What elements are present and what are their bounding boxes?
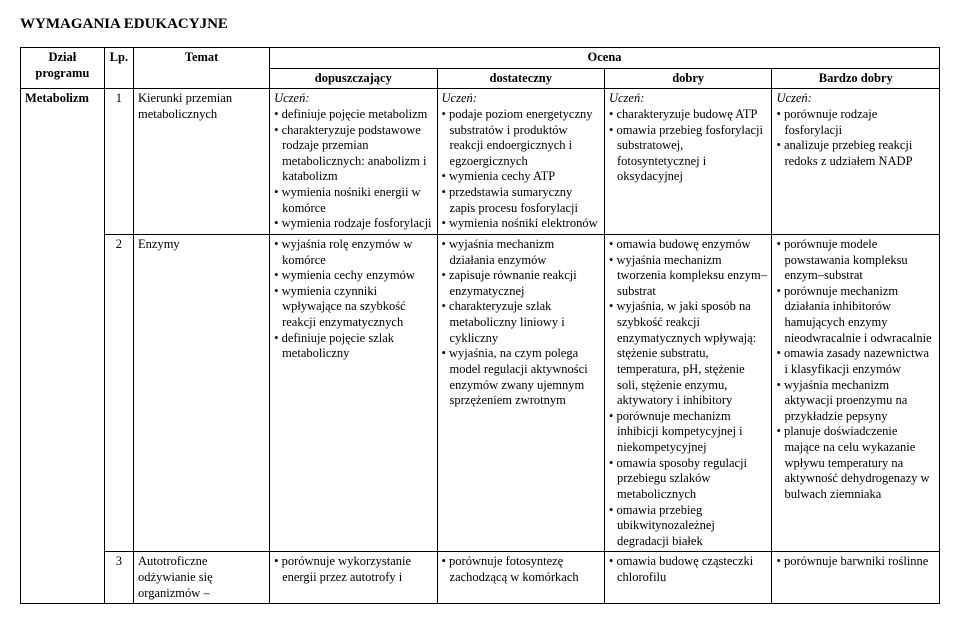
bullet-item: • wymienia czynniki wpływające na szybko… xyxy=(274,284,432,331)
bullet-item: • porównuje mechanizm działania inhibito… xyxy=(776,284,935,347)
bullet-item: • wyjaśnia, na czym polega model regulac… xyxy=(442,346,600,409)
grade-cell-bdb: • porównuje barwniki roślinne xyxy=(772,552,940,604)
uczen-label: Uczeń: xyxy=(274,91,309,105)
bullet-list: • wyjaśnia rolę enzymów w komórce• wymie… xyxy=(274,237,432,362)
bullet-item: • wymienia cechy ATP xyxy=(442,169,600,185)
bullet-item: • podaje poziom energetyczny substratów … xyxy=(442,107,600,170)
bullet-item: • porównuje rodzaje fosforylacji xyxy=(776,107,935,138)
grade-cell-dst: • porównuje fotosyntezę zachodzącą w kom… xyxy=(437,552,604,604)
bullet-item: • przedstawia sumaryczny zapis procesu f… xyxy=(442,185,600,216)
temat-cell: Autotroficzne odżywianie się organizmów … xyxy=(134,552,270,604)
bullet-item: • wymienia rodzaje fosforylacji xyxy=(274,216,432,232)
bullet-item: • charakteryzuje podstawowe rodzaje prze… xyxy=(274,123,432,186)
grade-cell-dop: • wyjaśnia rolę enzymów w komórce• wymie… xyxy=(270,234,437,552)
header-dzial: Dział programu xyxy=(21,48,105,89)
grade-cell-bdb: Uczeń: • porównuje rodzaje fosforylacji•… xyxy=(772,89,940,235)
header-row-1: Dział programu Lp. Temat Ocena xyxy=(21,48,940,69)
bullet-item: • omawia sposoby regulacji przebiegu szl… xyxy=(609,456,767,503)
lp-cell: 1 xyxy=(104,89,133,235)
grade-cell-dst: Uczeń: • podaje poziom energetyczny subs… xyxy=(437,89,604,235)
header-ocena: Ocena xyxy=(270,48,940,69)
table-row: 2 Enzymy • wyjaśnia rolę enzymów w komór… xyxy=(21,234,940,552)
grade-cell-dob: • omawia budowę cząsteczki chlorofilu xyxy=(604,552,771,604)
bullet-item: • analizuje przebieg reakcji redoks z ud… xyxy=(776,138,935,169)
header-bdb: Bardzo dobry xyxy=(772,68,940,89)
requirements-table: Dział programu Lp. Temat Ocena dopuszcza… xyxy=(20,47,940,604)
bullet-item: • wyjaśnia rolę enzymów w komórce xyxy=(274,237,432,268)
grade-cell-dst: • wyjaśnia mechanizm działania enzymów• … xyxy=(437,234,604,552)
header-dop: dopuszczający xyxy=(270,68,437,89)
bullet-item: • omawia budowę enzymów xyxy=(609,237,767,253)
bullet-item: • wyjaśnia mechanizm działania enzymów xyxy=(442,237,600,268)
temat-cell: Enzymy xyxy=(134,234,270,552)
bullet-item: • porównuje modele powstawania kompleksu… xyxy=(776,237,935,284)
bullet-item: • wymienia cechy enzymów xyxy=(274,268,432,284)
bullet-list: • wyjaśnia mechanizm działania enzymów• … xyxy=(442,237,600,409)
temat-cell: Kierunki przemian metabolicznych xyxy=(134,89,270,235)
bullet-item: • wymienia nośniki elektronów xyxy=(442,216,600,232)
dzial-cell: Metabolizm xyxy=(21,89,105,604)
uczen-label: Uczeń: xyxy=(776,91,811,105)
header-dst: dostateczny xyxy=(437,68,604,89)
table-row: 3 Autotroficzne odżywianie się organizmó… xyxy=(21,552,940,604)
bullet-item: • planuje doświadczenie mające na celu w… xyxy=(776,424,935,502)
header-temat: Temat xyxy=(134,48,270,89)
bullet-list: • porównuje rodzaje fosforylacji• analiz… xyxy=(776,107,935,170)
lp-cell: 2 xyxy=(104,234,133,552)
bullet-item: • definiuje pojęcie szlak metaboliczny xyxy=(274,331,432,362)
grade-cell-dob: • omawia budowę enzymów• wyjaśnia mechan… xyxy=(604,234,771,552)
bullet-item: • omawia przebieg ubikwitynozależnej deg… xyxy=(609,503,767,550)
bullet-item: • charakteryzuje szlak metaboliczny lini… xyxy=(442,299,600,346)
grade-cell-dop: • porównuje wykorzystanie energii przez … xyxy=(270,552,437,604)
bullet-item: • omawia przebieg fosforylacji substrato… xyxy=(609,123,767,186)
bullet-list: • definiuje pojęcie metabolizm• charakte… xyxy=(274,107,432,232)
bullet-list: • porównuje modele powstawania kompleksu… xyxy=(776,237,935,503)
bullet-item: • charakteryzuje budowę ATP xyxy=(609,107,767,123)
bullet-item: • wyjaśnia mechanizm tworzenia kompleksu… xyxy=(609,253,767,300)
header-lp: Lp. xyxy=(104,48,133,89)
table-row: Metabolizm 1 Kierunki przemian metabolic… xyxy=(21,89,940,235)
lp-cell: 3 xyxy=(104,552,133,604)
bullet-item: • wymienia nośniki energii w komórce xyxy=(274,185,432,216)
bullet-list: • charakteryzuje budowę ATP• omawia prze… xyxy=(609,107,767,185)
bullet-list: • omawia budowę enzymów• wyjaśnia mechan… xyxy=(609,237,767,550)
grade-cell-dop: Uczeń: • definiuje pojęcie metabolizm• c… xyxy=(270,89,437,235)
page-title: WYMAGANIA EDUKACYJNE xyxy=(20,16,940,33)
grade-cell-dob: Uczeń: • charakteryzuje budowę ATP• omaw… xyxy=(604,89,771,235)
bullet-item: • definiuje pojęcie metabolizm xyxy=(274,107,432,123)
bullet-item: • wyjaśnia, w jaki sposób na szybkość re… xyxy=(609,299,767,408)
bullet-item: • wyjaśnia mechanizm aktywacji proenzymu… xyxy=(776,378,935,425)
bullet-list: • podaje poziom energetyczny substratów … xyxy=(442,107,600,232)
header-dob: dobry xyxy=(604,68,771,89)
bullet-item: • porównuje mechanizm inhibicji kompetyc… xyxy=(609,409,767,456)
uczen-label: Uczeń: xyxy=(442,91,477,105)
bullet-list: • porównuje barwniki roślinne xyxy=(776,554,935,570)
bullet-item: • omawia zasady nazewnictwa i klasyfikac… xyxy=(776,346,935,377)
grade-cell-bdb: • porównuje modele powstawania kompleksu… xyxy=(772,234,940,552)
bullet-item: • zapisuje równanie reakcji enzymatyczne… xyxy=(442,268,600,299)
uczen-label: Uczeń: xyxy=(609,91,644,105)
